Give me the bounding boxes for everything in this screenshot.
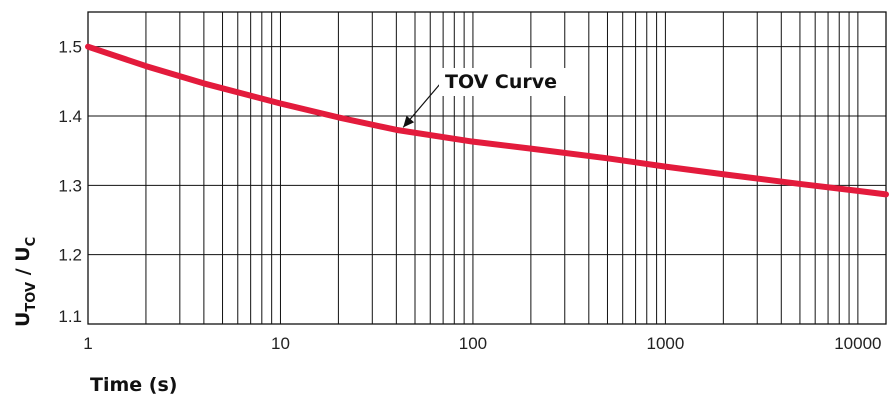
x-tick-label: 10	[271, 334, 290, 353]
annotation-arrowhead	[403, 115, 415, 128]
y-tick-label: 1.4	[58, 107, 82, 126]
y-tick-label: 1.5	[58, 38, 82, 57]
y-axis-title-main: U	[12, 312, 34, 327]
series	[85, 43, 889, 198]
annotation: TOV Curve	[402, 68, 571, 128]
tov-curve-line	[85, 43, 889, 198]
x-tick-label: 1000	[646, 334, 684, 353]
x-axis-title: Time (s)	[90, 374, 177, 396]
y-tick-label: 1.3	[58, 176, 82, 195]
y-axis-title-mid: / U	[12, 246, 34, 282]
y-axis-title: UTOV / UC	[12, 237, 39, 327]
annotation-label-bg	[439, 68, 571, 96]
annotation-label: TOV Curve	[445, 71, 557, 93]
x-tick-label: 100	[459, 334, 487, 353]
x-tick-label: 1	[83, 334, 92, 353]
y-axis-title-sub-tov: TOV	[24, 282, 39, 312]
y-tick-label: 1.2	[58, 246, 82, 265]
y-axis-title-sub-c: C	[24, 237, 39, 247]
plot-frame	[87, 11, 887, 325]
y-tick-label: 1.1	[58, 307, 82, 326]
tick-labels: 1 10 100 1000 10000 1.1 1.2 1.3 1.4 1.5	[58, 38, 881, 353]
grid	[87, 12, 886, 325]
x-tick-label: 10000	[834, 334, 881, 353]
